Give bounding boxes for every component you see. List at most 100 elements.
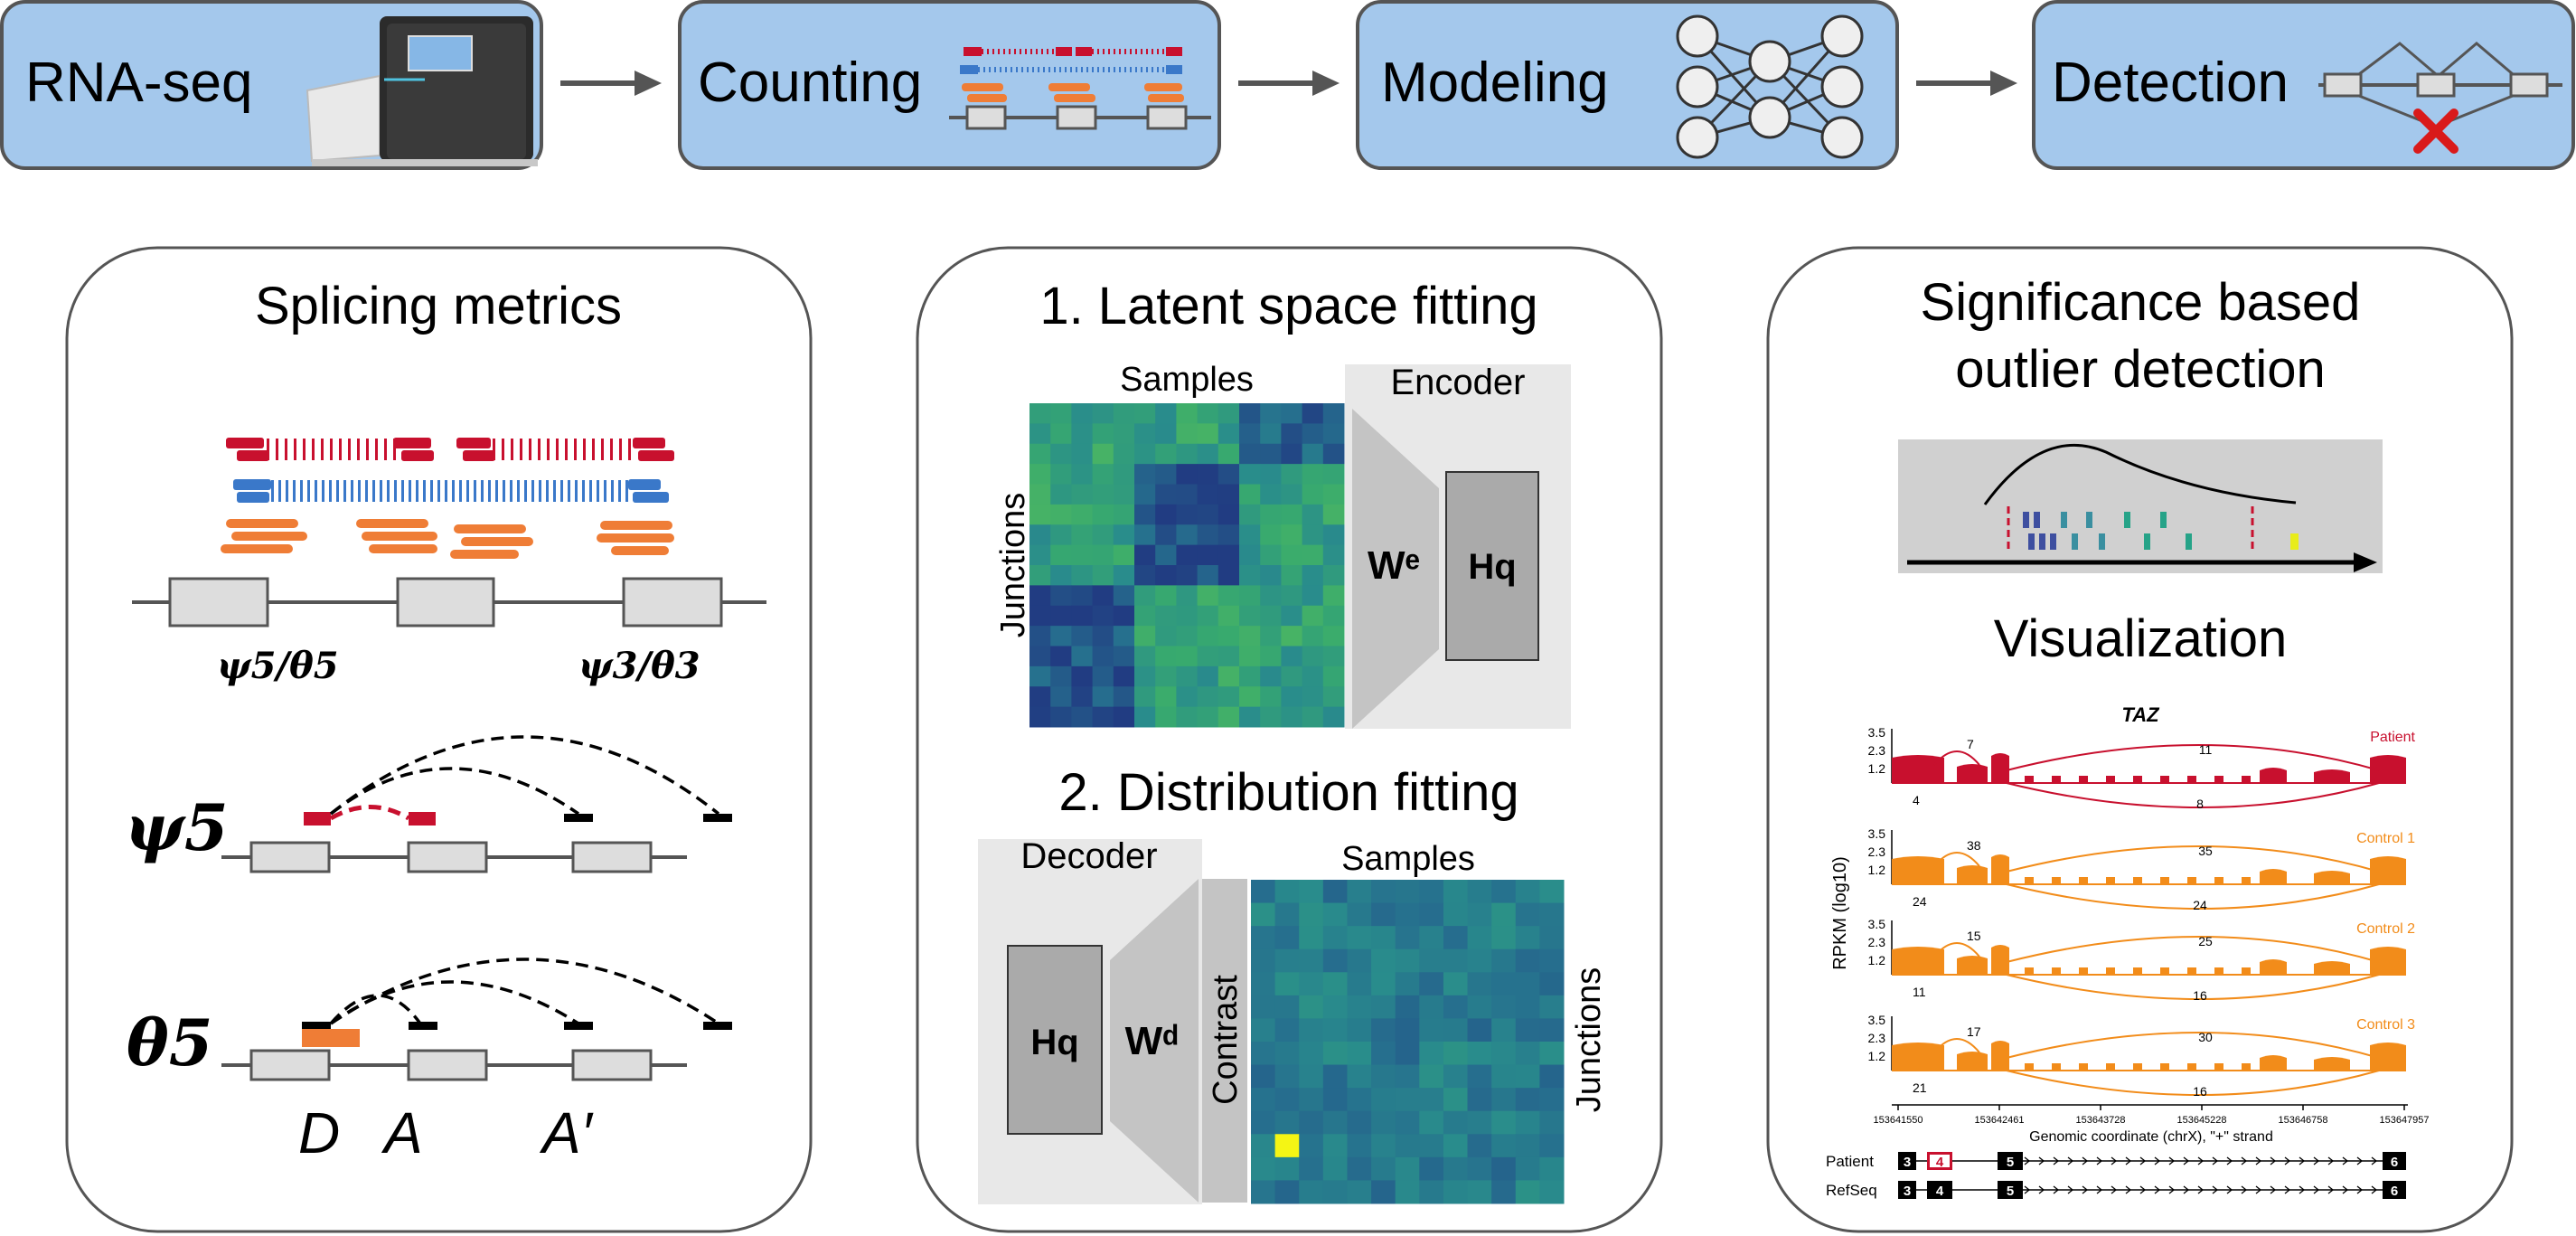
heatmap-cell <box>1515 1180 1540 1204</box>
exon <box>1898 1181 1916 1199</box>
y-tick-label: 2.3 <box>1868 743 1886 758</box>
heatmap-cell <box>1239 443 1261 465</box>
hq-box-latent <box>1445 471 1539 661</box>
heatmap-cell <box>1395 972 1420 996</box>
sashimi-track: 3.5 2.3 1.2 38 35 24 24 Control 1 <box>1868 826 2416 912</box>
heatmap-cell <box>1515 880 1540 904</box>
heatmap-cell <box>1071 504 1094 525</box>
heatmap-cell <box>1467 1018 1492 1043</box>
heatmap-cell <box>1092 443 1114 465</box>
theta5-label: θ5 <box>127 1005 212 1080</box>
heatmap-cell <box>1491 995 1517 1019</box>
heatmap-cell <box>1176 423 1199 445</box>
heatmap-cell <box>1539 972 1565 996</box>
heatmap-cell <box>1197 544 1219 566</box>
splicing-metrics-panel: Splicing metrics <box>65 246 813 1233</box>
heatmap-cell <box>1251 972 1276 996</box>
heatmap-cell <box>1260 544 1282 566</box>
heatmap-cell <box>1281 646 1303 667</box>
heatmap-cell <box>1274 995 1300 1019</box>
heatmap-cell <box>1197 665 1219 687</box>
heatmap-cell <box>1071 423 1094 445</box>
heatmap-cell <box>1239 626 1261 646</box>
heatmap-cell <box>1197 403 1219 424</box>
heatmap-cell <box>1515 1110 1540 1135</box>
heatmap-cell <box>1302 665 1324 687</box>
x-axis-label: Genomic coordinate (chrX), "+" strand <box>2029 1129 2273 1145</box>
heatmap-cell <box>1176 464 1199 485</box>
heatmap-cell <box>1467 972 1492 996</box>
heatmap-cell <box>1113 484 1135 505</box>
heatmap-cell <box>1539 1018 1565 1043</box>
heatmap-cell <box>1029 484 1051 505</box>
heatmap-cell <box>1176 524 1199 546</box>
heatmap-cell <box>1281 443 1303 465</box>
track-name: Control 2 <box>2356 921 2415 937</box>
heatmap-cell <box>1050 464 1072 485</box>
exon <box>2383 1152 2406 1170</box>
heatmap-cell <box>1419 926 1444 950</box>
heatmap-cell <box>1302 524 1324 546</box>
heatmap-cell <box>1302 504 1324 525</box>
heatmap-cell <box>1322 524 1345 546</box>
hq-label-latent: Hq <box>1468 547 1516 587</box>
x-axis: 153641550 153642461 153643728 153645228 1536… <box>1873 1104 2430 1126</box>
track-name: Control 1 <box>2356 831 2415 846</box>
heatmap-cell <box>1467 926 1492 950</box>
heatmap-cell <box>1217 403 1240 424</box>
heatmap-cell <box>1539 1134 1565 1158</box>
heatmap-cell <box>1347 902 1372 927</box>
heatmap-cell <box>1371 1134 1396 1158</box>
heatmap-cell <box>1491 1156 1517 1181</box>
heatmap-cell <box>1322 484 1345 505</box>
heatmap-cell <box>1347 880 1372 904</box>
heatmap-cell <box>1251 1042 1276 1066</box>
heatmap-cell <box>1050 504 1072 525</box>
heatmap-cell <box>1281 686 1303 708</box>
heatmap-cell <box>1217 423 1240 445</box>
samples-label: Samples <box>1120 361 1254 399</box>
heatmap-cell <box>1029 544 1051 566</box>
heatmap-cell <box>1302 626 1324 646</box>
heatmap-cell <box>1155 443 1177 465</box>
junction-count-bottom: 24 <box>2193 898 2207 912</box>
heatmap-cell <box>1155 403 1177 424</box>
heatmap-cell <box>1322 423 1345 445</box>
heatmap-cell <box>1322 504 1345 525</box>
heatmap-cell <box>1419 1110 1444 1135</box>
heatmap-cell <box>1029 665 1051 687</box>
read-counting-icon <box>949 47 1211 130</box>
heatmap-cell <box>1239 585 1261 607</box>
heatmap-cell <box>1092 464 1114 485</box>
heatmap-cell <box>1176 443 1199 465</box>
junction-count-skip: 35 <box>2198 844 2213 858</box>
heatmap-cell <box>1251 1018 1276 1043</box>
heatmap-cell <box>1539 880 1565 904</box>
heatmap-cell <box>1239 504 1261 525</box>
exon-number: 6 <box>2391 1155 2398 1170</box>
psi5-theta5-label: ψ5/θ5 <box>217 645 339 687</box>
heatmap-cell <box>1239 665 1261 687</box>
heatmap-cell <box>1029 443 1051 465</box>
heatmap-cell <box>1239 706 1261 728</box>
heatmap-cell <box>1419 1088 1444 1112</box>
heatmap-cell <box>1260 585 1282 607</box>
heatmap-cell <box>1281 706 1303 728</box>
y-tick-label: 1.2 <box>1868 953 1886 967</box>
heatmap-cell <box>1092 706 1114 728</box>
heatmap-cell <box>1443 1156 1469 1181</box>
heatmap-cell <box>1071 585 1094 607</box>
samples-label-2: Samples <box>1341 840 1475 878</box>
y-tick-label: 3.5 <box>1868 917 1886 931</box>
heatmap-cell <box>1347 1134 1372 1158</box>
heatmap-cell <box>1281 403 1303 424</box>
heatmap-cell <box>1274 948 1300 973</box>
heatmap-cell <box>1251 880 1276 904</box>
heatmap-cell <box>1302 423 1324 445</box>
heatmap-cell <box>1260 464 1282 485</box>
heatmap-cell <box>1539 1180 1565 1204</box>
heatmap-cell <box>1281 504 1303 525</box>
heatmap-cell <box>1322 1042 1348 1066</box>
heatmap-cell <box>1176 565 1199 586</box>
exon <box>1998 1152 2023 1170</box>
